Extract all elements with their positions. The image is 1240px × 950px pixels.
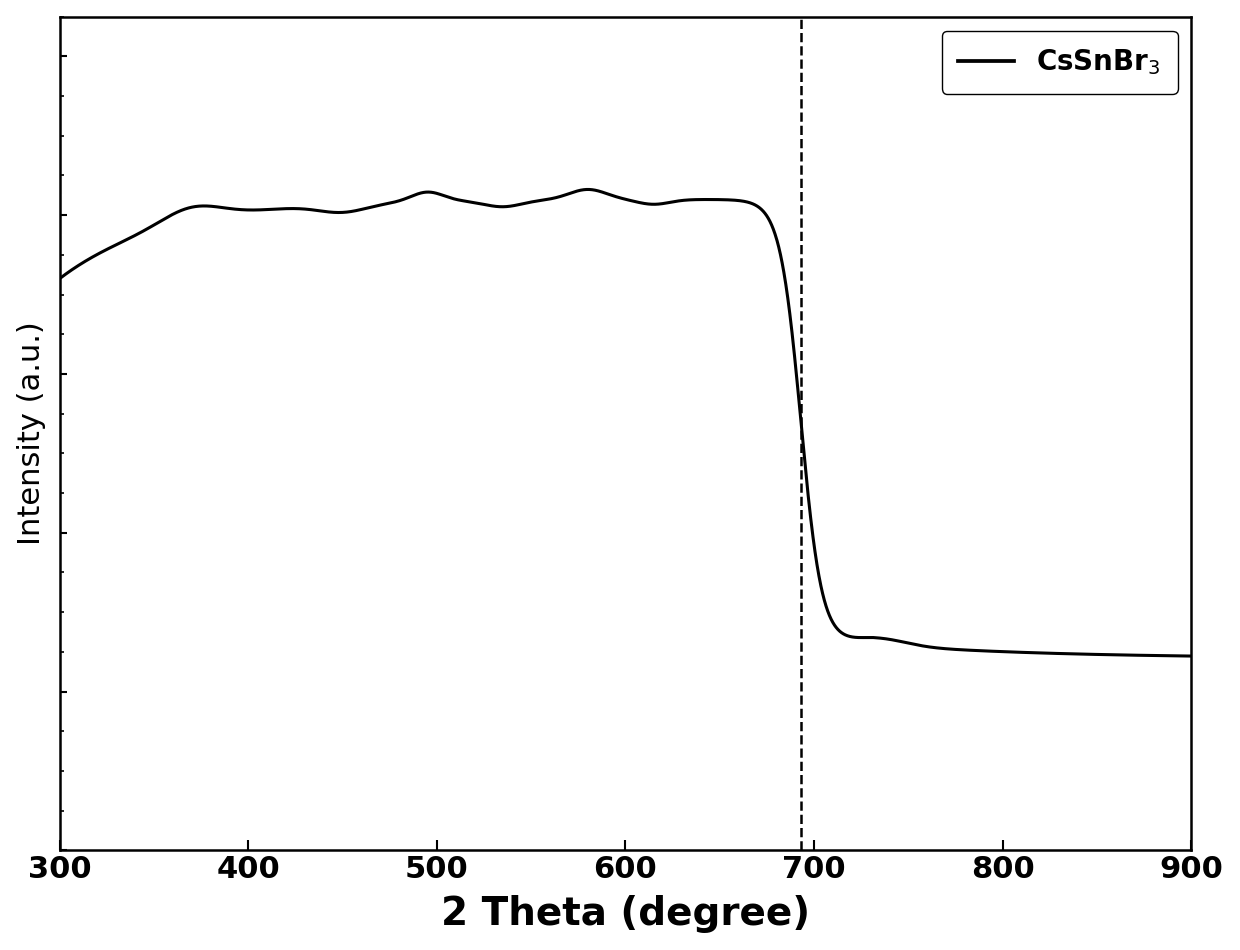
X-axis label: 2 Theta (degree): 2 Theta (degree) — [441, 895, 810, 933]
Legend: CsSnBr$_3$: CsSnBr$_3$ — [942, 30, 1178, 94]
Y-axis label: Intensity (a.u.): Intensity (a.u.) — [16, 322, 46, 545]
